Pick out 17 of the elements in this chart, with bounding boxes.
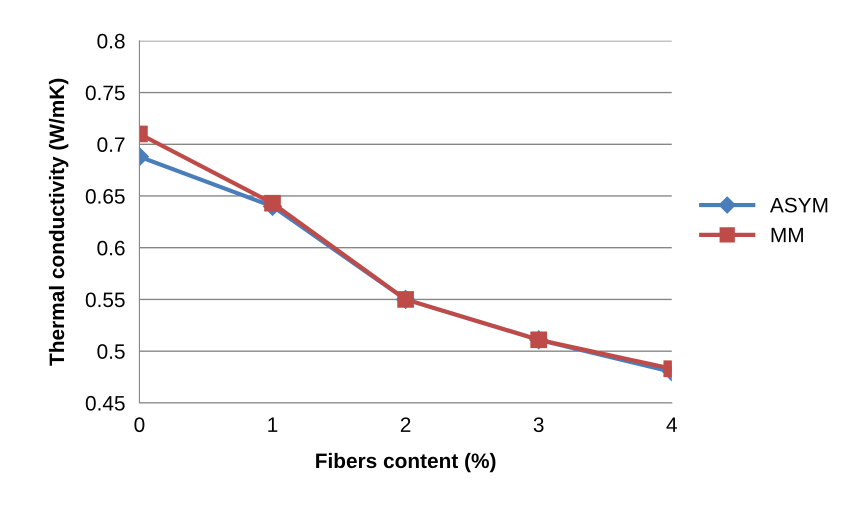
y-tick-label: 0.65 [86,188,125,204]
x-tick-label: 1 [268,418,278,432]
legend-label: MM [772,228,803,242]
legend-label: ASYM [770,198,828,213]
y-tick-label: 0.45 [86,396,125,411]
y-axis-title: Thermal conductivity (W/mK) [48,78,68,366]
y-tick-label: 0.8 [97,34,125,49]
y-tick-label: 0.6 [97,240,125,256]
x-tick-label: 4 [666,418,677,432]
x-tick-label: 2 [400,417,410,432]
x-tick-label: 0 [134,417,144,432]
y-tick-label: 0.5 [97,344,125,359]
y-tick-label: 0.7 [97,137,124,152]
x-tick-label: 3 [534,417,544,432]
y-tick-label: 0.75 [86,86,125,100]
y-tick-label: 0.55 [86,292,125,308]
x-axis-title: Fibers content (%) [316,452,496,472]
